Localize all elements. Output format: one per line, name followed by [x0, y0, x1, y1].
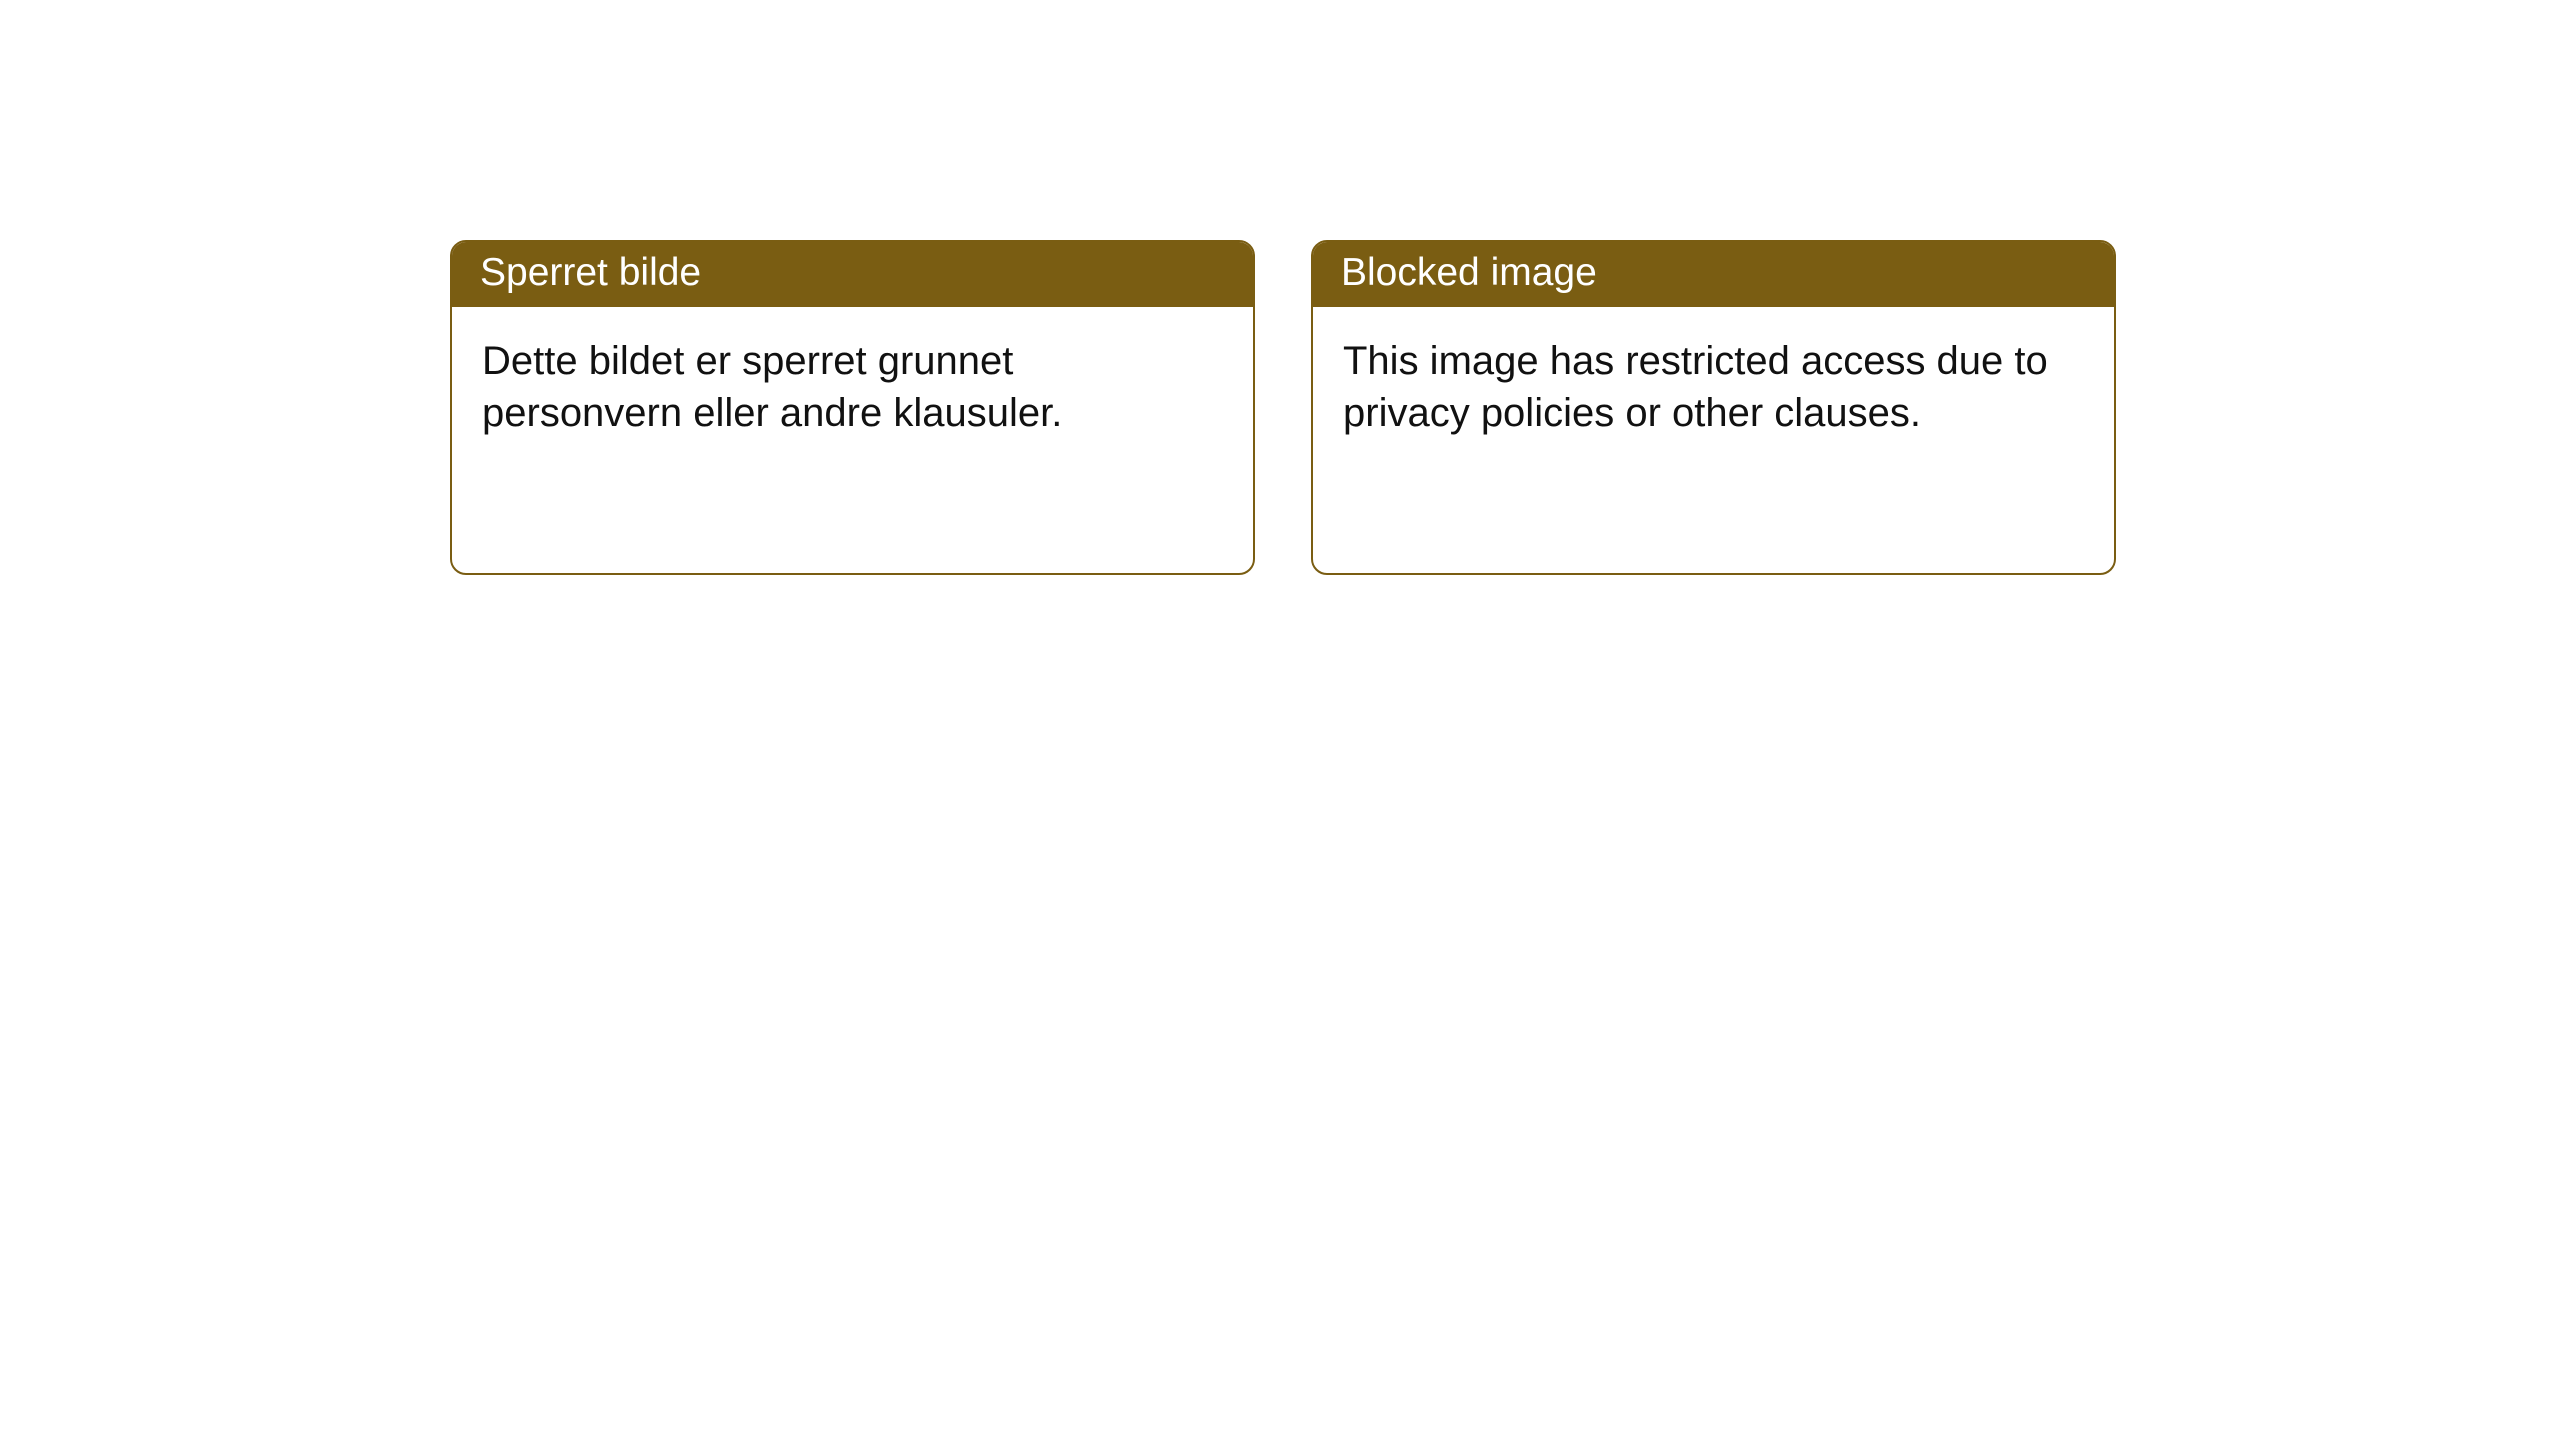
notice-container: Sperret bilde Dette bildet er sperret gr… [450, 240, 2116, 575]
notice-title: Blocked image [1341, 251, 1597, 294]
notice-body-text: This image has restricted access due to … [1343, 339, 2048, 435]
notice-header: Blocked image [1313, 242, 2114, 307]
notice-box-english: Blocked image This image has restricted … [1311, 240, 2116, 575]
notice-body-text: Dette bildet er sperret grunnet personve… [482, 339, 1062, 435]
notice-body: Dette bildet er sperret grunnet personve… [452, 307, 1253, 467]
notice-box-norwegian: Sperret bilde Dette bildet er sperret gr… [450, 240, 1255, 575]
notice-header: Sperret bilde [452, 242, 1253, 307]
notice-body: This image has restricted access due to … [1313, 307, 2114, 467]
notice-title: Sperret bilde [480, 251, 701, 294]
